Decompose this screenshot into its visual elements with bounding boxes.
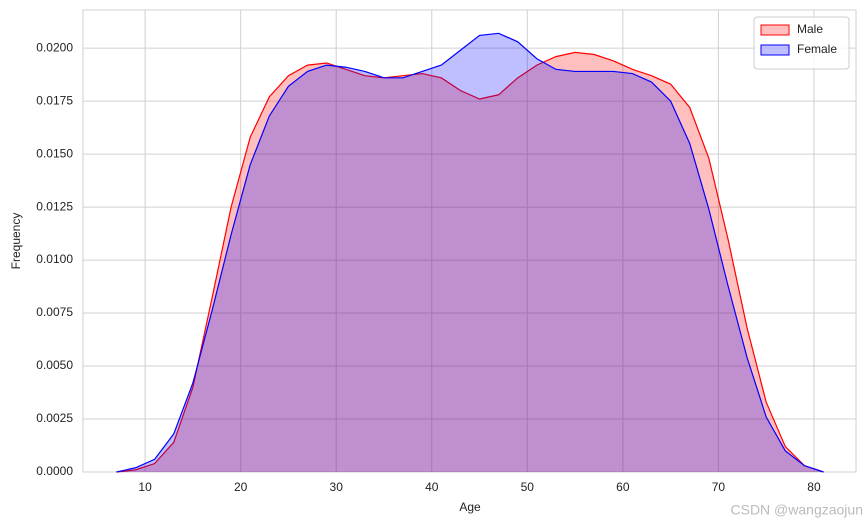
y-tick-label: 0.0150 (36, 146, 73, 160)
y-tick-label: 0.0050 (36, 358, 73, 372)
y-tick-label: 0.0125 (36, 199, 73, 213)
x-tick-label: 40 (425, 480, 439, 494)
y-tick-label: 0.0200 (36, 40, 73, 54)
y-tick-label: 0.0075 (36, 305, 73, 319)
legend-label: Male (797, 22, 823, 36)
x-tick-label: 70 (712, 480, 726, 494)
x-tick-label: 20 (234, 480, 248, 494)
legend-box (753, 16, 850, 70)
x-tick-label: 30 (330, 480, 344, 494)
x-tick-label: 80 (807, 480, 821, 494)
x-tick-label: 60 (616, 480, 630, 494)
legend-label: Female (797, 42, 837, 56)
density-line (116, 32, 824, 473)
watermark: CSDN @wangzaojun (731, 502, 864, 518)
y-tick-label: 0.0175 (36, 93, 73, 107)
y-tick-label: 0.0000 (36, 464, 73, 478)
plot-frame (82, 9, 857, 473)
density-area (116, 52, 824, 473)
y-axis-label: Frequency (9, 213, 23, 270)
legend-swatch (760, 44, 790, 56)
density-line (116, 51, 824, 473)
x-tick-label: 10 (138, 480, 152, 494)
y-tick-label: 0.0025 (36, 411, 73, 425)
density-area (116, 33, 824, 473)
x-tick-label: 50 (521, 480, 535, 494)
x-axis-label: Age (459, 500, 481, 514)
y-tick-label: 0.0100 (36, 252, 73, 266)
legend-swatch (760, 24, 790, 36)
